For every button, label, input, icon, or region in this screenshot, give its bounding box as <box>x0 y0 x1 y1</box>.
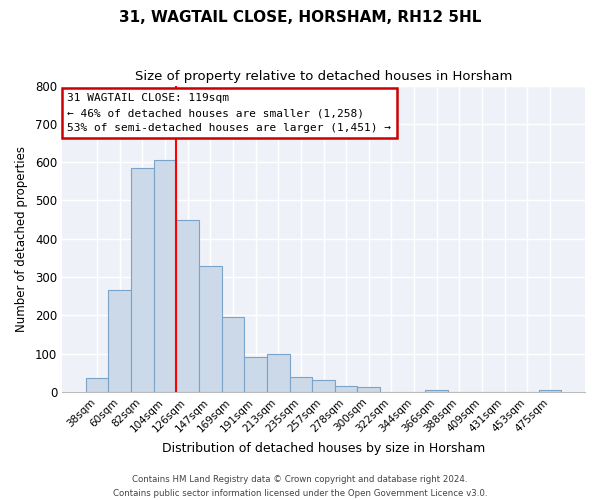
Title: Size of property relative to detached houses in Horsham: Size of property relative to detached ho… <box>135 70 512 83</box>
Bar <box>267 354 290 392</box>
Bar <box>199 266 221 392</box>
Bar <box>86 378 109 392</box>
Bar <box>131 168 154 392</box>
Bar <box>539 390 561 392</box>
Y-axis label: Number of detached properties: Number of detached properties <box>15 146 28 332</box>
Text: 31, WAGTAIL CLOSE, HORSHAM, RH12 5HL: 31, WAGTAIL CLOSE, HORSHAM, RH12 5HL <box>119 10 481 25</box>
Bar <box>109 290 131 392</box>
Bar <box>335 386 358 392</box>
Bar <box>154 160 176 392</box>
Bar <box>221 318 244 392</box>
Text: Contains HM Land Registry data © Crown copyright and database right 2024.
Contai: Contains HM Land Registry data © Crown c… <box>113 476 487 498</box>
Bar <box>176 220 199 392</box>
Bar <box>312 380 335 392</box>
Bar <box>290 378 312 392</box>
Bar <box>244 358 267 392</box>
Text: 31 WAGTAIL CLOSE: 119sqm
← 46% of detached houses are smaller (1,258)
53% of sem: 31 WAGTAIL CLOSE: 119sqm ← 46% of detach… <box>67 93 391 133</box>
Bar <box>425 390 448 392</box>
X-axis label: Distribution of detached houses by size in Horsham: Distribution of detached houses by size … <box>162 442 485 455</box>
Bar <box>358 387 380 392</box>
